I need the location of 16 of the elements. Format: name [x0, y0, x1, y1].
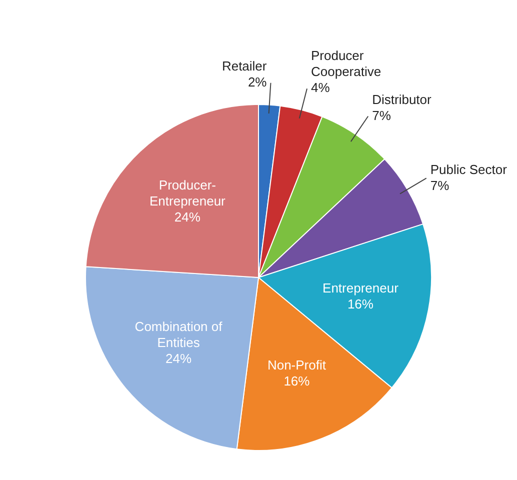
data-label: 16% — [284, 374, 310, 389]
data-label: 24% — [166, 351, 192, 366]
slice-label: Non-Profit — [267, 358, 326, 373]
slice-label: Entrepreneur — [322, 280, 400, 296]
data-label: 2% — [248, 74, 268, 90]
data-label: 16% — [347, 296, 374, 312]
slice-label: Distributor — [372, 92, 432, 107]
slice-label: Combination of Entities — [134, 319, 223, 350]
data-label: 7% — [372, 108, 392, 123]
data-label: 7% — [430, 178, 450, 193]
slice-label: Retailer — [222, 58, 268, 74]
slice-label: Public Sector — [430, 162, 508, 177]
slice-label: Producer-Entrepreneur — [150, 177, 226, 208]
data-label: 4% — [310, 80, 330, 96]
slice-label: Producer Cooperative — [310, 48, 382, 80]
data-label: 24% — [174, 209, 201, 224]
